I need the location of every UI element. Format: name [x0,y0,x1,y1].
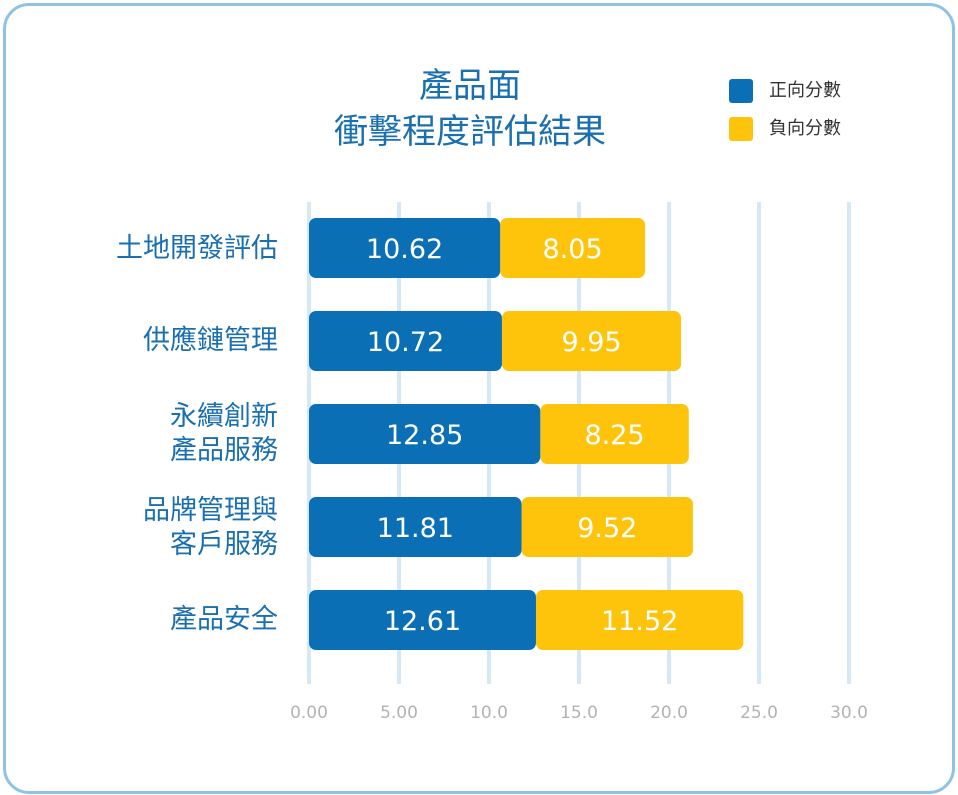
bar-positive [309,497,522,557]
data-label-positive: 12.85 [386,420,463,451]
bar-positive [309,218,501,278]
x-tick-label: 15.0 [560,703,598,723]
category-label: 永續創新 產品服務 [170,401,278,466]
legend-label-negative: 負向分數 [769,118,841,139]
chart-title-line-1: 產品面 [419,66,521,106]
x-tick-label: 20.0 [650,703,688,723]
data-label-negative: 8.05 [543,234,603,265]
category-label: 土地開發評估 [116,233,278,264]
bar-positive [309,590,536,650]
category-label: 供應鏈管理 [143,325,278,356]
bar-positive [309,311,502,371]
legend-swatch-negative [729,117,753,141]
data-label-positive: 10.72 [367,327,444,358]
bar-negative [500,218,646,278]
data-label-negative: 9.52 [577,513,637,544]
x-tick-label: 30.0 [830,703,868,723]
data-label-positive: 11.81 [377,513,454,544]
bar-negative [540,404,689,464]
data-label-negative: 11.52 [601,606,678,637]
legend-label-positive: 正向分數 [769,80,841,101]
data-label-negative: 9.95 [561,327,621,358]
x-tick-label: 10.0 [470,703,508,723]
legend-swatch-positive [729,79,753,103]
x-tick-label: 25.0 [740,703,778,723]
x-tick-label: 0.00 [290,703,328,723]
bar-positive [309,404,541,464]
bar-negative [501,311,682,371]
chart-title-line-2: 衝擊程度評估結果 [334,112,606,152]
category-label: 品牌管理與 客戶服務 [143,495,278,560]
chart-frame [3,3,955,794]
data-label-positive: 10.62 [366,234,443,265]
bar-negative [521,497,693,557]
data-label-negative: 8.25 [584,420,644,451]
x-tick-label: 5.00 [380,703,418,723]
data-label-positive: 12.61 [384,606,461,637]
bar-negative [535,590,744,650]
category-label: 產品安全 [170,604,278,635]
